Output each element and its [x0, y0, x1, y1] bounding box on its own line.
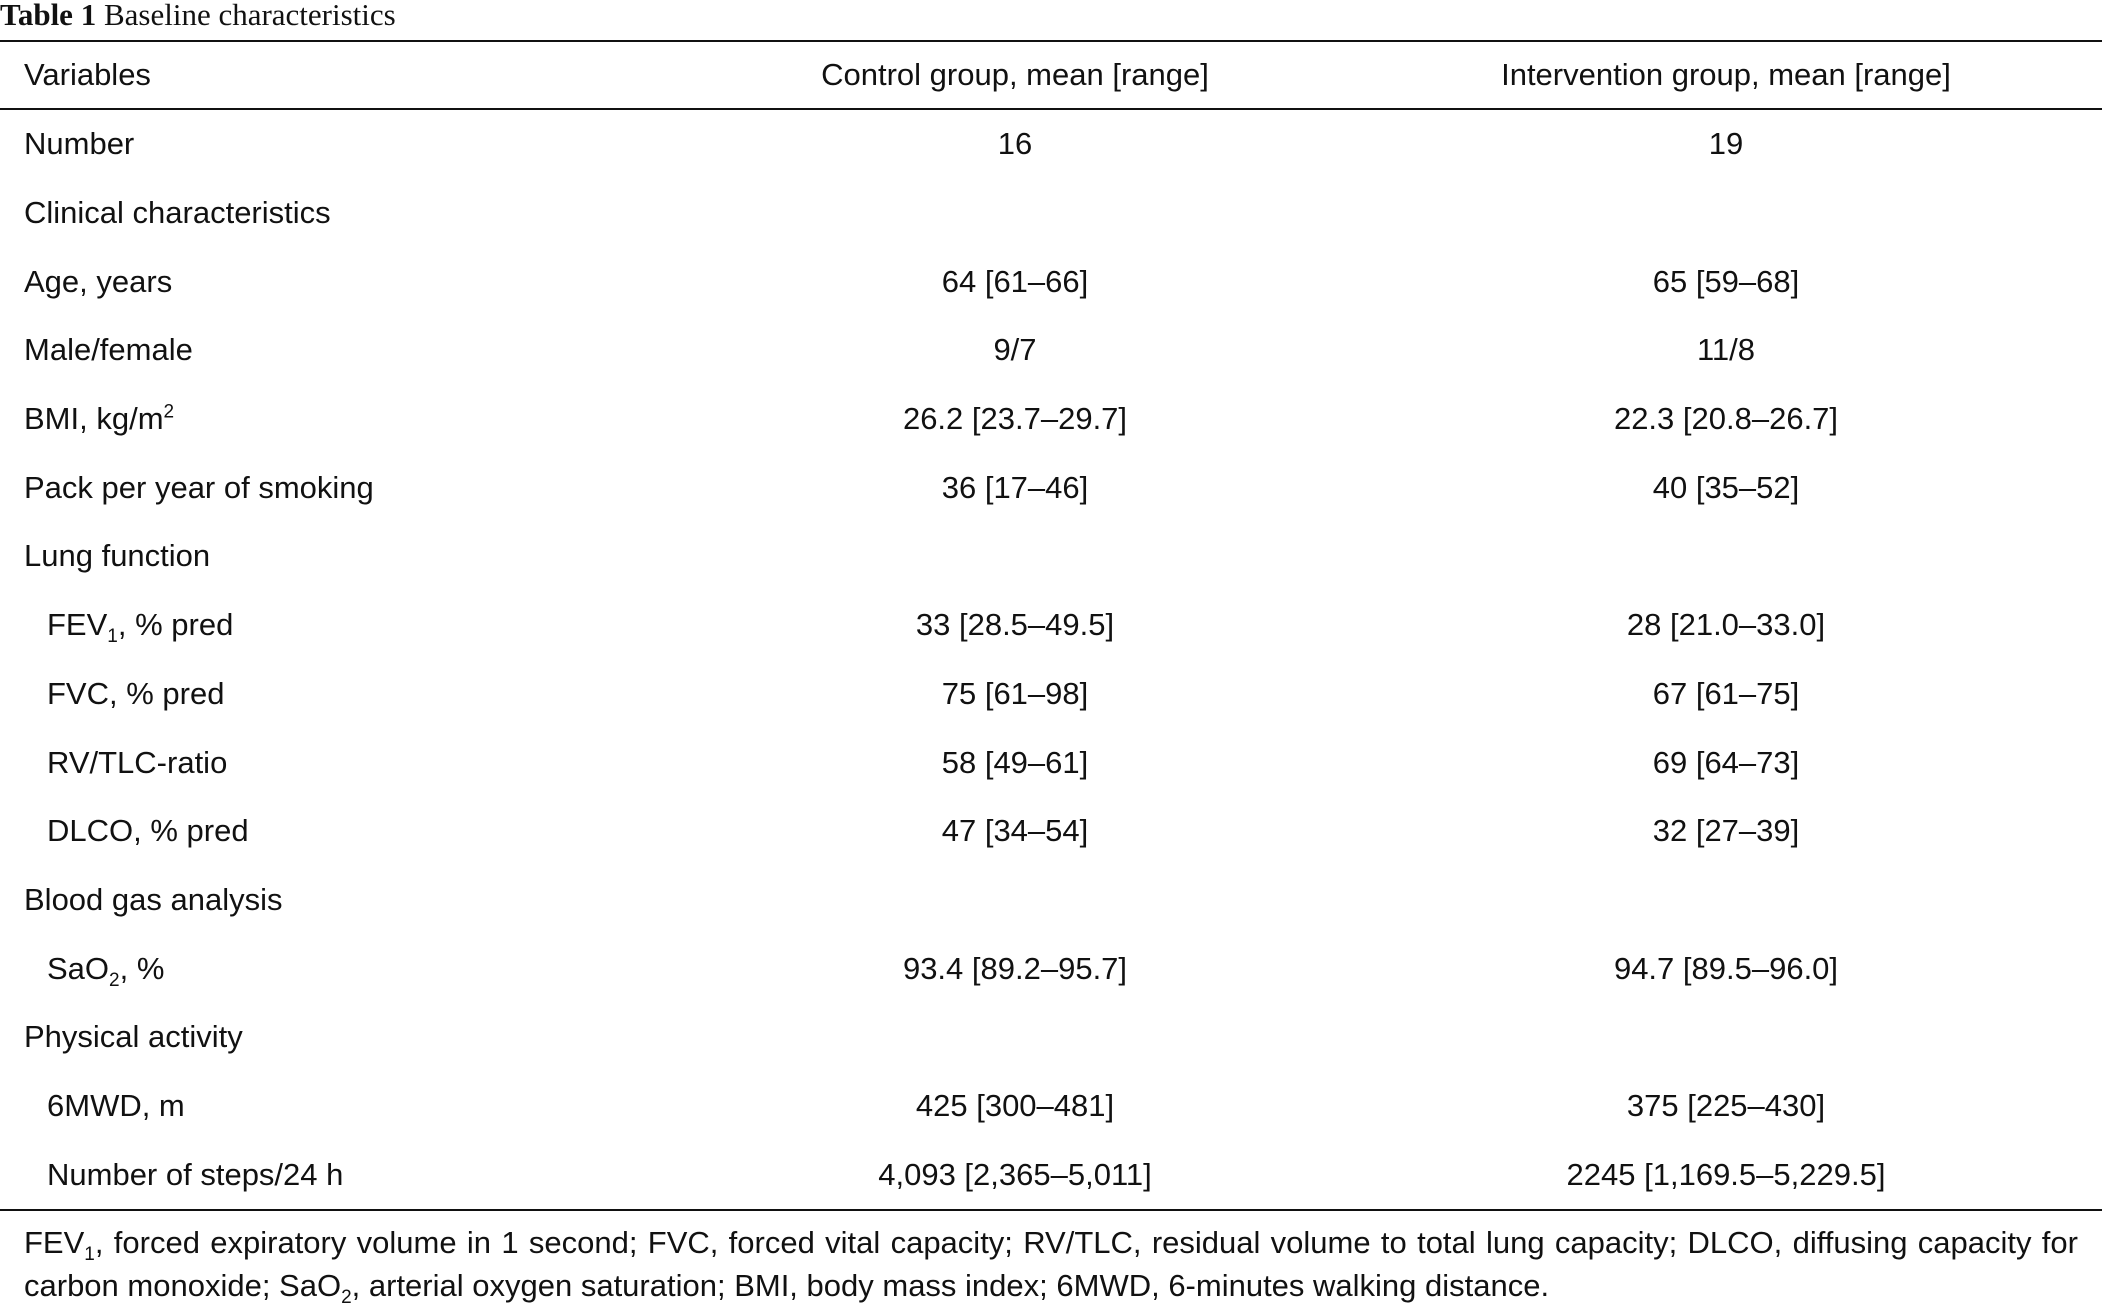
table-row: RV/TLC-ratio 58 [49–61] 69 [64–73]: [0, 728, 2102, 797]
control-value: 9/7: [993, 332, 1037, 368]
intervention-value: 65 [59–68]: [1652, 263, 1800, 299]
control-value: [680, 179, 1350, 248]
intervention-value: 22.3 [20.8–26.7]: [1613, 401, 1839, 437]
row-label-tail: , %: [119, 950, 165, 986]
row-label: SaO2, %: [0, 934, 680, 1003]
table-row: FEV1, % pred 33 [28.5–49.5] 28 [21.0–33.…: [0, 591, 2102, 660]
section-label: Lung function: [24, 538, 211, 574]
section-label: Physical activity: [24, 1019, 243, 1055]
header-row: Variables Control group, mean [range] In…: [0, 41, 2102, 109]
table-label: Table 1: [0, 0, 97, 32]
baseline-table: Variables Control group, mean [range] In…: [0, 40, 2102, 1211]
row-label: 6MWD, m: [47, 1087, 185, 1123]
header-control: Control group, mean [range]: [821, 57, 1209, 92]
intervention-value: 28 [21.0–33.0]: [1626, 607, 1826, 643]
table-title: Baseline characteristics: [103, 0, 396, 32]
row-label-sub: 1: [107, 626, 118, 648]
intervention-value: 67 [61–75]: [1652, 675, 1800, 711]
row-label: RV/TLC-ratio: [47, 744, 228, 780]
row-label-tail: , % pred: [117, 607, 234, 643]
control-value: 47 [34–54]: [941, 813, 1089, 849]
table-row: Pack per year of smoking 36 [17–46] 40 […: [0, 453, 2102, 522]
control-value: 58 [49–61]: [941, 744, 1089, 780]
header-intervention: Intervention group, mean [range]: [1501, 57, 1951, 92]
control-value: 4,093 [2,365–5,011]: [878, 1156, 1152, 1192]
section-label: Clinical characteristics: [24, 195, 331, 231]
intervention-value: [1350, 522, 2102, 591]
intervention-value: 32 [27–39]: [1652, 813, 1800, 849]
row-label-sub: 2: [109, 969, 120, 991]
row-label: Number: [24, 126, 135, 162]
footnote-text: , arterial oxygen saturation; BMI, body …: [351, 1268, 1550, 1303]
table-row: SaO2, % 93.4 [89.2–95.7] 94.7 [89.5–96.0…: [0, 934, 2102, 1003]
header-variables: Variables: [24, 57, 151, 92]
table-row: Number 16 19: [0, 109, 2102, 179]
intervention-value: 40 [35–52]: [1652, 469, 1800, 505]
intervention-value: 69 [64–73]: [1652, 744, 1800, 780]
row-label: DLCO, % pred: [47, 813, 249, 849]
table-row: DLCO, % pred 47 [34–54] 32 [27–39]: [0, 797, 2102, 866]
section-label: Blood gas analysis: [24, 881, 283, 917]
control-value: 93.4 [89.2–95.7]: [902, 950, 1128, 986]
section-row: Blood gas analysis: [0, 866, 2102, 935]
intervention-value: 19: [1708, 126, 1744, 162]
intervention-value: 94.7 [89.5–96.0]: [1613, 950, 1839, 986]
intervention-value: [1350, 179, 2102, 248]
control-value: 16: [997, 126, 1033, 162]
control-value: 75 [61–98]: [941, 675, 1089, 711]
row-label: Male/female: [24, 332, 193, 368]
section-row: Physical activity: [0, 1003, 2102, 1072]
control-value: [680, 522, 1350, 591]
control-value: 33 [28.5–49.5]: [915, 607, 1115, 643]
row-label: BMI, kg/m2: [0, 385, 680, 454]
intervention-value: 11/8: [1696, 332, 1756, 368]
intervention-value: 2245 [1,169.5–5,229.5]: [1566, 1156, 1886, 1192]
section-row: Lung function: [0, 522, 2102, 591]
control-value: 36 [17–46]: [941, 469, 1089, 505]
table-footnote: FEV1, forced expiratory volume in 1 seco…: [0, 1211, 2102, 1307]
row-label: FVC, % pred: [47, 675, 225, 711]
footnote-text: , forced expiratory volume in 1 second; …: [24, 1225, 2078, 1303]
control-value: [680, 1003, 1350, 1072]
control-value: 425 [300–481]: [915, 1087, 1115, 1123]
table-row: 6MWD, m 425 [300–481] 375 [225–430]: [0, 1072, 2102, 1141]
row-label: FEV1, % pred: [0, 591, 680, 660]
table-row: Male/female 9/7 11/8: [0, 316, 2102, 385]
control-value: [680, 866, 1350, 935]
control-value: 64 [61–66]: [941, 263, 1089, 299]
table-row: BMI, kg/m2 26.2 [23.7–29.7] 22.3 [20.8–2…: [0, 385, 2102, 454]
row-label-sup: 2: [163, 401, 175, 423]
row-label: Age, years: [24, 263, 173, 299]
intervention-value: [1350, 1003, 2102, 1072]
row-label: Pack per year of smoking: [24, 469, 374, 505]
table-row: Number of steps/24 h 4,093 [2,365–5,011]…: [0, 1140, 2102, 1210]
table-row: Age, years 64 [61–66] 65 [59–68]: [0, 247, 2102, 316]
footnote-sub: 2: [341, 1287, 352, 1308]
table-caption: Table 1 Baseline characteristics: [0, 0, 2102, 40]
row-label-text: BMI, kg/m: [24, 401, 164, 437]
table-row: FVC, % pred 75 [61–98] 67 [61–75]: [0, 660, 2102, 729]
intervention-value: [1350, 866, 2102, 935]
intervention-value: 375 [225–430]: [1626, 1087, 1826, 1123]
row-label-text: SaO: [47, 950, 110, 986]
row-label-text: FEV: [47, 607, 108, 643]
section-row: Clinical characteristics: [0, 179, 2102, 248]
footnote-sub: 1: [84, 1244, 95, 1266]
control-value: 26.2 [23.7–29.7]: [902, 401, 1128, 437]
row-label: Number of steps/24 h: [47, 1156, 344, 1192]
footnote-text: FEV: [24, 1225, 85, 1260]
